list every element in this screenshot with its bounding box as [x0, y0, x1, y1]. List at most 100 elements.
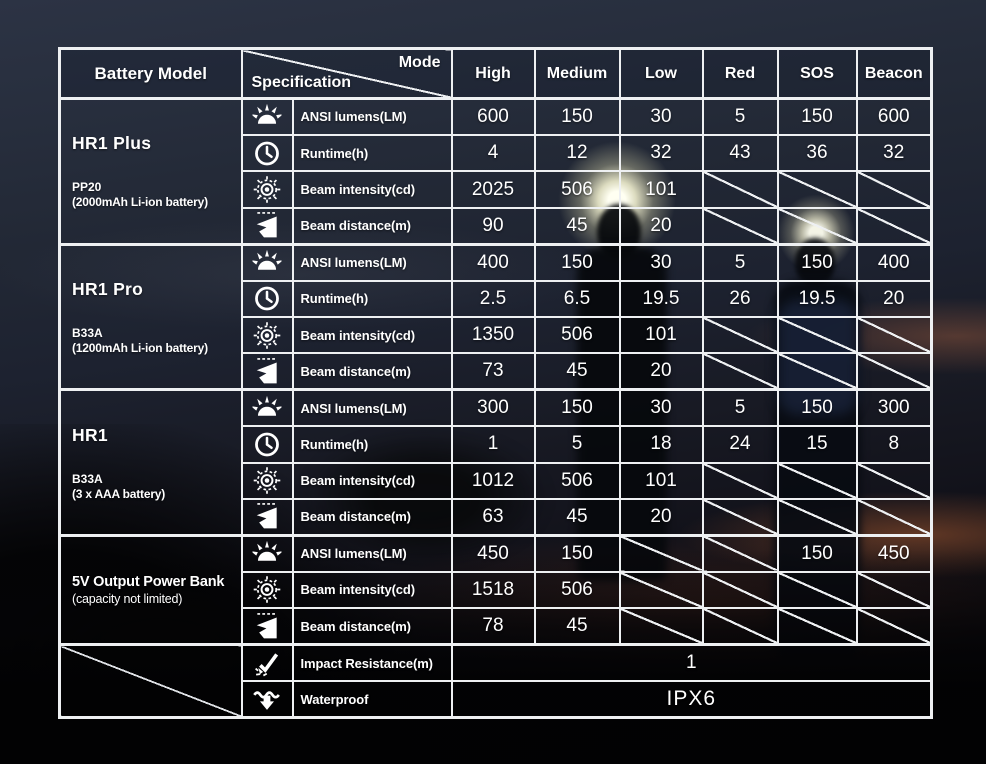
table-row: HR1 Plus PP20 (2000mAh Li-ion battery) A…	[58, 96, 933, 246]
spec-value: 45	[533, 352, 621, 391]
not-applicable-cell	[776, 315, 858, 355]
not-applicable-cell	[701, 461, 779, 500]
not-applicable-cell	[701, 352, 779, 391]
impact-resistance-value: 1	[450, 643, 933, 683]
spec-value: 30	[618, 242, 704, 282]
spec-value: 5	[701, 242, 779, 282]
spec-value: 101	[618, 461, 704, 500]
beam-distance-icon	[251, 211, 283, 240]
spec-label: Beam distance(m)	[291, 206, 453, 246]
table-row: Beam intensity(cd) 2025 506 101	[60, 170, 933, 209]
spec-value: 32	[855, 133, 933, 173]
not-applicable-cell	[855, 206, 933, 246]
sun-burst-icon	[251, 248, 283, 277]
table-row: Beam distance(m) 78 45	[60, 607, 933, 646]
not-applicable-cell	[776, 206, 858, 246]
beam-distance-icon	[251, 612, 283, 641]
battery-detail: (1200mAh Li-ion battery)	[72, 340, 208, 355]
spec-value: 150	[776, 242, 858, 282]
sun-burst-icon	[251, 394, 283, 423]
table-row: Runtime(h) 2.5 6.5 19.5 26 19.5 20	[60, 279, 933, 318]
icon-cell	[240, 206, 294, 246]
spec-value: 400	[450, 242, 536, 282]
waterproof-rating-value: IPX6	[450, 680, 933, 719]
not-applicable-cell	[701, 206, 779, 246]
battery-model-header: Battery Model	[58, 47, 243, 100]
not-applicable-cell	[855, 315, 933, 355]
beam-intensity-icon	[251, 175, 283, 204]
beam-intensity-icon	[251, 575, 283, 604]
spec-label: Runtime(h)	[291, 133, 453, 173]
mode-column-high: High	[450, 47, 536, 100]
icon-cell	[240, 607, 294, 646]
table-row: Beam distance(m) 73 45 20	[60, 352, 933, 391]
spec-value: 506	[533, 461, 621, 500]
not-applicable-cell	[701, 570, 779, 610]
not-applicable-cell	[855, 461, 933, 500]
spec-value: 36	[776, 133, 858, 173]
mode-column-low: Low	[618, 47, 704, 100]
table-row: Beam distance(m) 63 45 20	[60, 497, 933, 537]
table-row: Runtime(h) 4 12 32 43 36 32	[60, 133, 933, 173]
spec-value: 43	[701, 133, 779, 173]
spec-label: Beam intensity(cd)	[291, 461, 453, 500]
table-row: Beam intensity(cd) 1518 506	[60, 570, 933, 610]
spec-value: 506	[533, 315, 621, 355]
mode-column-beacon: Beacon	[855, 47, 933, 100]
not-applicable-cell	[701, 497, 779, 537]
sun-burst-icon	[251, 539, 283, 568]
spec-value: 45	[533, 607, 621, 646]
spec-value: 150	[776, 533, 858, 573]
spec-value: 18	[618, 425, 704, 464]
table-row: Waterproof IPX6	[60, 680, 933, 719]
spec-label: Beam distance(m)	[291, 352, 453, 391]
spec-value: 20	[618, 206, 704, 246]
spec-label: Beam intensity(cd)	[291, 170, 453, 209]
model-cell-hr1-plus: HR1 Plus PP20 (2000mAh Li-ion battery)	[58, 97, 243, 246]
waterproof-icon	[251, 685, 283, 714]
model-cell-hr1-pro: HR1 Pro B33A (1200mAh Li-ion battery)	[58, 242, 243, 391]
clock-icon	[251, 284, 283, 313]
beam-intensity-icon	[251, 321, 283, 350]
icon-cell	[240, 242, 294, 282]
spec-label: Beam distance(m)	[291, 497, 453, 537]
spec-value: 101	[618, 315, 704, 355]
not-applicable-cell	[776, 352, 858, 391]
sun-burst-icon	[251, 102, 283, 131]
spec-value: 1	[450, 425, 536, 464]
spec-value: 2.5	[450, 279, 536, 318]
not-applicable-cell	[776, 570, 858, 610]
not-applicable-cell	[618, 533, 704, 573]
spec-label: ANSI lumens(LM)	[291, 242, 453, 282]
spec-label: ANSI lumens(LM)	[291, 533, 453, 573]
not-applicable-cell	[855, 570, 933, 610]
table-row: Impact Resistance(m) 1	[58, 643, 933, 719]
impact-resistance-icon	[251, 649, 283, 678]
clock-icon	[251, 139, 283, 168]
spec-value: 506	[533, 170, 621, 209]
beam-distance-icon	[251, 357, 283, 386]
spec-value: 30	[618, 388, 704, 428]
specification-label: Specification	[251, 74, 352, 91]
spec-value: 12	[533, 133, 621, 173]
spec-value: 19.5	[776, 279, 858, 318]
icon-cell	[240, 315, 294, 355]
spec-value: 150	[533, 242, 621, 282]
icon-cell	[240, 352, 294, 391]
not-applicable-cell	[618, 570, 704, 610]
model-name: HR1 Plus	[72, 133, 152, 154]
headlamp-spec-table: Battery Model Mode Specification High Me…	[58, 47, 933, 719]
icon-cell	[240, 96, 294, 136]
spec-value: 150	[776, 96, 858, 136]
icon-cell	[240, 388, 294, 428]
spec-label: Runtime(h)	[291, 425, 453, 464]
mode-column-red: Red	[701, 47, 779, 100]
icon-cell	[240, 133, 294, 173]
spec-value: 150	[776, 388, 858, 428]
battery-detail: (3 x AAA battery)	[72, 486, 166, 501]
spec-label: Beam distance(m)	[291, 607, 453, 646]
spec-value: 150	[533, 388, 621, 428]
spec-value: 2025	[450, 170, 536, 209]
not-applicable-cell	[701, 170, 779, 209]
